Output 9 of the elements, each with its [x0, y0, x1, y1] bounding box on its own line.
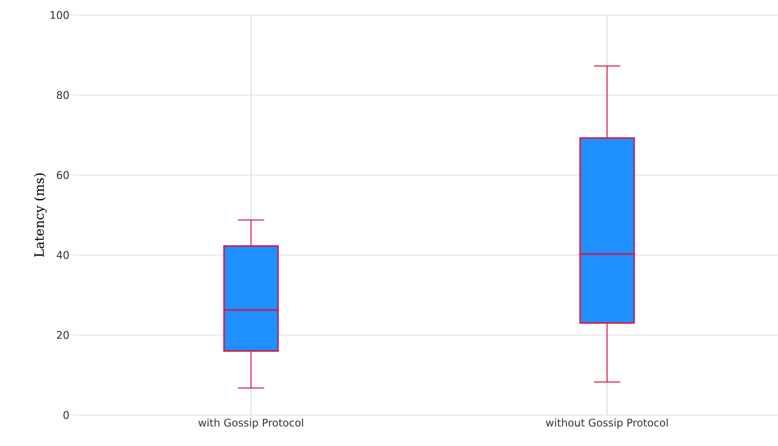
y-tick-label: 40 — [56, 251, 69, 259]
y-tick-label: 20 — [56, 331, 69, 339]
x-tick-label: with Gossip Protocol — [198, 418, 304, 429]
y-tick-label: 80 — [56, 91, 69, 99]
y-tick-label: 0 — [64, 411, 69, 419]
y-tick-label: 60 — [56, 171, 69, 179]
x-tick-label: without Gossip Protocol — [546, 418, 668, 429]
y-tick-label: 100 — [50, 11, 69, 19]
y-axis-title: Latency (ms) — [34, 173, 47, 257]
